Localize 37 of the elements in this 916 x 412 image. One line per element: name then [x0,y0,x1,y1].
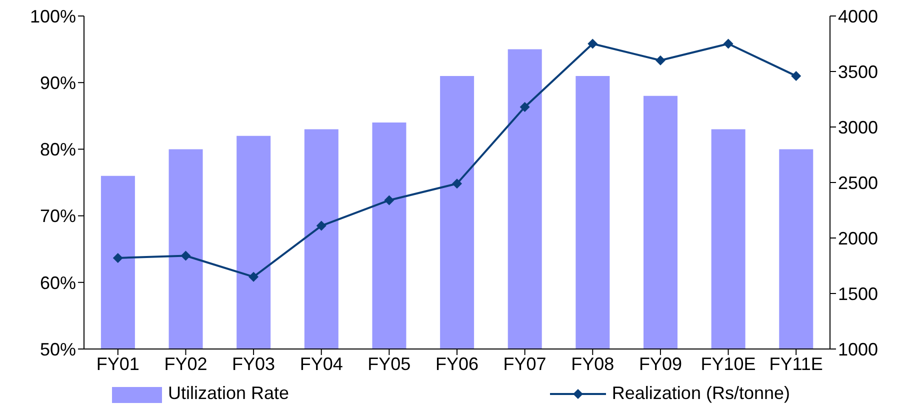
x-tick-label: FY01 [96,354,140,374]
point [588,38,598,49]
point [316,220,326,231]
x-tick-label: FY10E [700,354,756,374]
y2-tick-label: 1000 [838,339,878,360]
point [384,195,394,206]
legend-label: Realization (Rs/tonne) [612,383,790,404]
x-tick-label: FY11E [769,354,823,374]
x-tick-label: FY09 [638,354,682,374]
x-tick-label: FY02 [164,354,208,374]
y-tick-label: 70% [40,206,76,226]
y2-tick-label: 2500 [838,172,878,193]
x-tick-label: FY08 [571,354,614,374]
x-tick-label: FY04 [300,354,343,374]
point [452,178,462,189]
point [520,102,530,112]
y-tick-label: 80% [40,140,76,160]
legend-label: Utilization Rate [168,383,290,404]
point [180,250,191,261]
x-tick-label: FY06 [435,354,479,374]
x-tick-label: FY05 [368,354,411,374]
y2-tick-label: 3500 [838,62,878,82]
x-tick-label: FY07 [503,354,546,374]
y-tick-label: 60% [40,272,76,293]
point [791,70,802,81]
y-tick-label: 50% [40,339,76,360]
x-tick-label: FY03 [232,354,276,374]
y2-tick-label: 2000 [838,228,878,248]
y2-tick-label: 3000 [838,117,878,138]
y-tick-label: 100% [30,6,76,26]
y2-tick-label: 4000 [838,6,878,26]
point [655,55,666,66]
point [112,252,123,263]
y-tick-label: 90% [40,72,76,93]
y2-tick-label: 1500 [838,284,878,304]
point [723,38,734,49]
point [248,272,259,282]
